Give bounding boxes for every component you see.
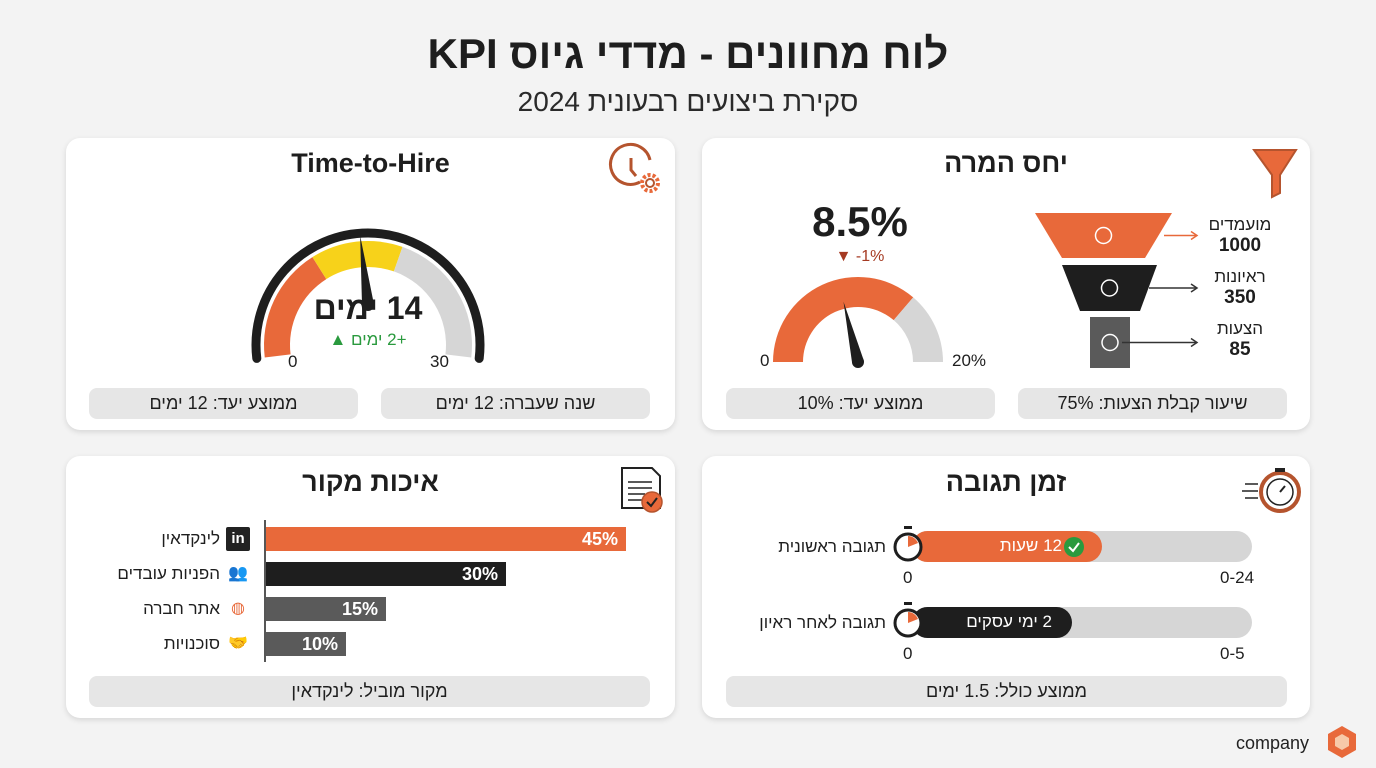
bar-1 <box>266 562 506 586</box>
offer-hand-dollar-icon <box>1101 333 1119 352</box>
response-time-title: זמן תגובה <box>945 467 1067 497</box>
bar-value-label: 10% <box>301 634 338 654</box>
bar-fill <box>912 531 1102 562</box>
response-min-label: 0 <box>903 568 913 587</box>
check-mark <box>1068 542 1080 553</box>
gauge-band-empty <box>893 297 944 362</box>
bar-fill <box>912 607 1072 638</box>
handshake-icon: 🤝 <box>228 635 248 652</box>
time-to-hire-card <box>66 138 675 430</box>
response-min-label: 0 <box>903 644 913 663</box>
stopwatch-crown <box>904 602 912 605</box>
page-subtitle: סקירת ביצועים רבעונית 2024 <box>517 86 859 117</box>
gauge-outer-arc <box>251 228 485 363</box>
change-text: +2 ימים <box>351 330 407 349</box>
brand-name: company <box>1236 733 1310 753</box>
funnel-stage-2 <box>1090 317 1130 368</box>
response-time-card <box>702 456 1310 718</box>
time-to-hire-value: 14 ימים <box>313 290 423 326</box>
gauge-band-grey <box>393 246 472 358</box>
response-range-label: 0-24 <box>1220 568 1255 587</box>
globe-icon: ◍ <box>231 600 245 617</box>
up-arrow-icon: ▲ <box>329 330 347 349</box>
linkedin-icon: in <box>226 527 250 551</box>
funnel-stage-label: ראיונות <box>1214 267 1266 286</box>
target-average-pill: ממוצע יעד: 10% <box>726 388 995 419</box>
gauge-needle <box>843 301 864 364</box>
source-quality-card <box>66 456 675 718</box>
bar-value-label: 30% <box>461 564 498 584</box>
gauge-needle-hub <box>362 299 374 311</box>
gauge-min-label: 0 <box>760 351 770 370</box>
down-arrow-icon: ▼ <box>835 248 852 265</box>
last-year-pill: שנה שעברה: 12 ימים <box>381 388 650 419</box>
gauge-needle-hub <box>852 356 864 368</box>
conversion-value: 8.5% <box>812 198 908 245</box>
funnel-stage-label: מועמדים <box>1208 215 1272 234</box>
funnel-stage-value: 350 <box>1224 287 1256 308</box>
candidates-icon <box>1094 226 1113 245</box>
offer-acceptance-pill: שיעור קבלת הצעות: 75% <box>1018 388 1287 419</box>
funnel-stage-label: הצעות <box>1216 319 1264 338</box>
funnel-stage-value: 1000 <box>1218 235 1262 256</box>
gauge-min-label: 0 <box>288 352 298 371</box>
conversion-title: יחס המרה <box>944 148 1068 178</box>
bar-category-label: אתר חברה <box>143 599 220 618</box>
interview-icon <box>1100 279 1119 297</box>
arrow-head-icon <box>1190 230 1199 241</box>
response-row-label: תגובה ראשונית <box>778 537 886 556</box>
gauge-max-label: 30 <box>430 352 449 371</box>
gauge-max-label: 20% <box>952 351 987 370</box>
response-value-label: 12 שעות <box>999 536 1062 555</box>
funnel-stage-0 <box>1035 213 1172 258</box>
bar-3 <box>266 632 346 656</box>
bar-2 <box>266 597 386 621</box>
bar-category-label: הפניות עובדים <box>117 564 220 583</box>
response-value-label: 2 ימי עסקים <box>966 612 1052 631</box>
response-range-label: 0-5 <box>1220 644 1245 663</box>
stopwatch-hand <box>908 536 918 547</box>
conversion-card <box>702 138 1310 430</box>
check-circle-icon <box>1064 537 1084 557</box>
funnel-stage-1 <box>1062 265 1157 311</box>
overall-average-pill: ממוצע כולל: 1.5 ימים <box>726 676 1287 707</box>
gauge-band-orange <box>264 257 327 358</box>
bar-category-label: לינקדאין <box>161 529 220 548</box>
time-to-hire-title: Time-to-Hire <box>291 148 450 178</box>
gauge-band-yellow <box>312 240 403 280</box>
stopwatch-hand <box>908 612 918 623</box>
arrow-head-icon <box>1190 283 1199 293</box>
stopwatch-crown <box>904 526 912 529</box>
change-text: -1% <box>855 248 885 265</box>
people-icon: 👥 <box>228 565 248 582</box>
arrow-head-icon <box>1190 337 1199 348</box>
gauge-band-filled <box>773 277 914 362</box>
bar-value-label: 15% <box>341 599 378 619</box>
gauge-needle <box>360 235 374 306</box>
page-title: לוח מחוונים - מדדי גיוס KPI <box>427 30 949 77</box>
bar-category-label: סוכנויות <box>163 634 220 653</box>
source-quality-title: איכות מקור <box>302 467 439 497</box>
conversion-change: ▼ -1% <box>780 248 940 266</box>
funnel-stage-value: 85 <box>1229 339 1251 360</box>
leading-source-pill: מקור מוביל: לינקדאין <box>89 676 650 707</box>
bar-value-label: 45% <box>581 529 618 549</box>
target-average-pill: ממוצע יעד: 12 ימים <box>89 388 358 419</box>
response-row-label: תגובה לאחר ראיון <box>759 613 886 632</box>
bar-0 <box>266 527 626 551</box>
time-to-hire-change: +2 ימים ▲ <box>298 330 438 350</box>
